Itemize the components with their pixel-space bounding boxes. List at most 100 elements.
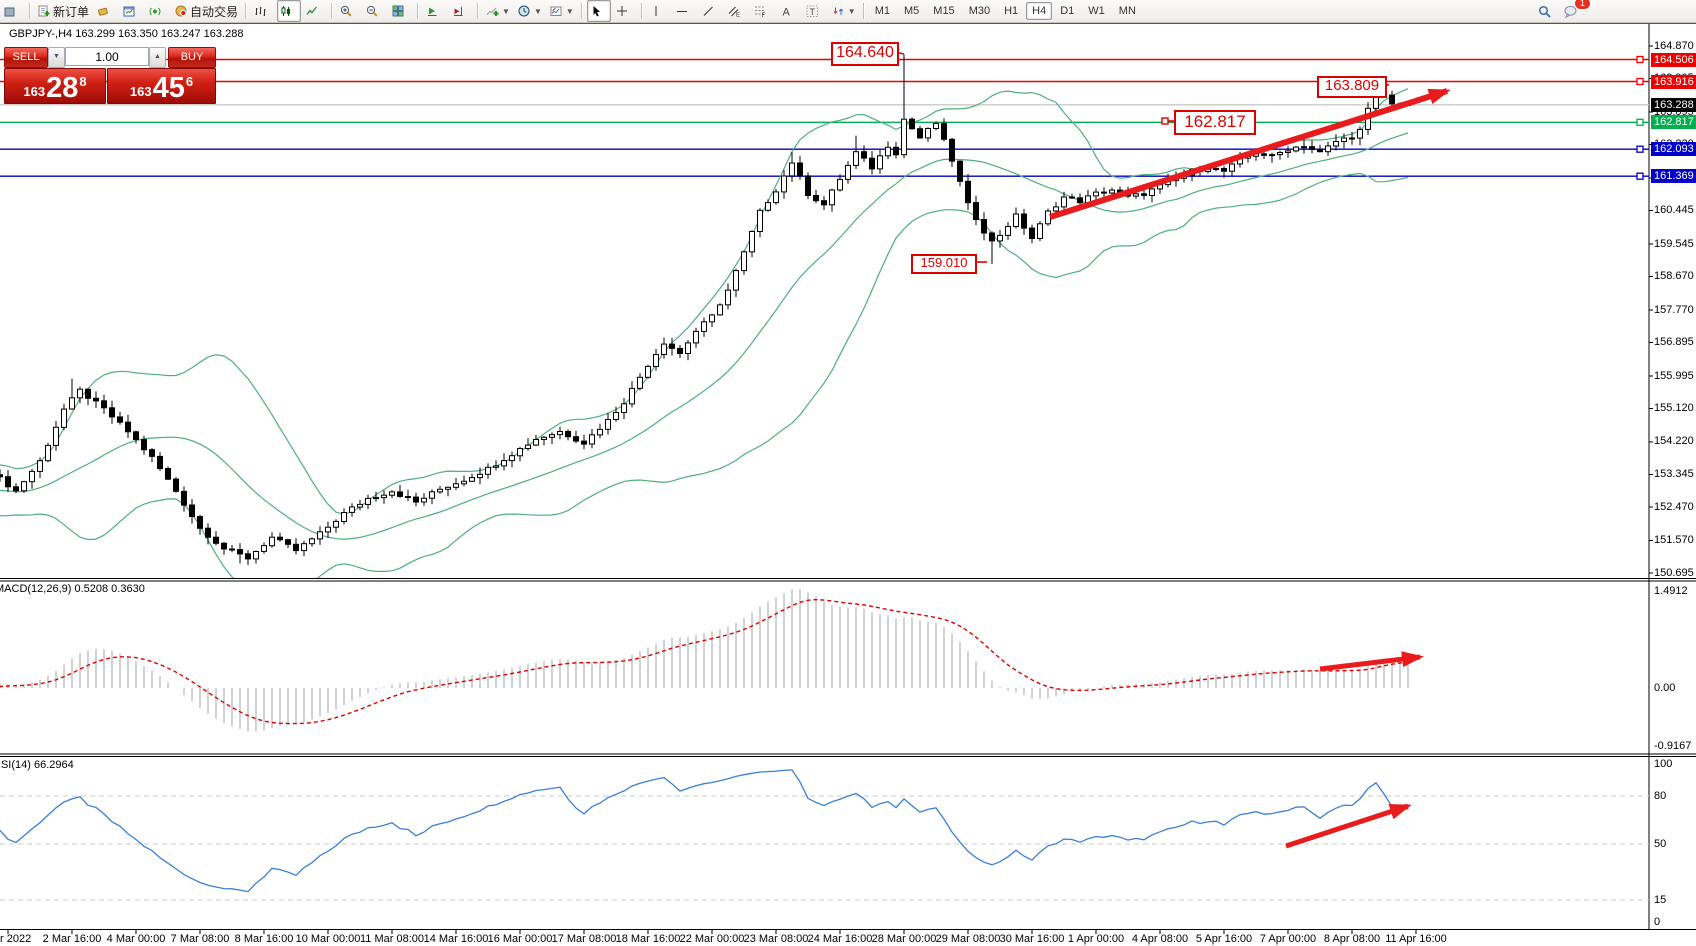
zoom-out-button[interactable] bbox=[363, 0, 387, 22]
time-axis-label: 16 Mar 00:00 bbox=[487, 933, 553, 945]
chart-window[interactable]: GBPJPY-,H4 163.299 163.350 163.247 163.2… bbox=[0, 23, 1696, 946]
svg-text:F: F bbox=[761, 13, 765, 18]
sell-button[interactable]: SELL bbox=[4, 47, 48, 68]
arrows-button[interactable]: ▼ bbox=[829, 0, 859, 22]
svg-text:E: E bbox=[736, 12, 740, 18]
new-order-button[interactable]: 新订单 bbox=[35, 0, 92, 22]
chevron-down-icon[interactable]: ▼ bbox=[502, 6, 510, 16]
time-axis-label: 7 Apr 00:00 bbox=[1259, 933, 1317, 945]
timeframe-h1-button[interactable]: H1 bbox=[1004, 5, 1019, 17]
rsi-scale-top: 100 bbox=[1654, 758, 1673, 770]
crosshair-button[interactable] bbox=[613, 0, 637, 22]
sell-price-button[interactable]: 163 28 8 bbox=[4, 68, 106, 104]
text-button[interactable]: A bbox=[777, 0, 801, 22]
chevron-down-icon[interactable]: ▼ bbox=[847, 6, 856, 16]
zoomin-icon bbox=[340, 5, 352, 17]
channel-button[interactable]: E bbox=[725, 0, 749, 22]
rsi-level-label: 15 bbox=[1654, 893, 1667, 906]
fibonacci-button[interactable]: F bbox=[751, 0, 775, 22]
price-level-badge: 164.506 bbox=[1651, 52, 1696, 67]
volume-up-button[interactable]: ▲ bbox=[149, 47, 166, 68]
timeframe-m30-button[interactable]: M30 bbox=[968, 5, 991, 17]
timeframe-m5-button[interactable]: M5 bbox=[904, 5, 920, 17]
buy-button[interactable]: BUY bbox=[168, 47, 216, 68]
periods-button[interactable]: ▼ bbox=[515, 0, 545, 22]
trendline-button[interactable] bbox=[699, 0, 723, 22]
toolbar-separator bbox=[417, 3, 420, 19]
candle-chart-button[interactable] bbox=[277, 0, 302, 22]
price-annotation[interactable]: 162.817 bbox=[1174, 110, 1256, 135]
autotrade-icon bbox=[175, 5, 187, 16]
line-chart-button[interactable] bbox=[303, 0, 327, 22]
charts-window-button[interactable] bbox=[120, 0, 144, 22]
chevron-down-icon[interactable]: ▼ bbox=[565, 6, 574, 16]
symbol-ohlc-info: GBPJPY-,H4 163.299 163.350 163.247 163.2… bbox=[9, 28, 244, 40]
arrows-icon bbox=[833, 7, 843, 15]
candles-icon bbox=[281, 5, 291, 16]
time-axis-label: 30 Mar 16:00 bbox=[999, 933, 1065, 945]
timeframe-d1-button[interactable]: D1 bbox=[1060, 5, 1075, 17]
macd-scale-top: 1.4912 bbox=[1654, 585, 1688, 597]
rsi-level-label: 80 bbox=[1654, 789, 1667, 802]
indicators-button[interactable]: ▼ bbox=[483, 0, 513, 22]
bar-chart-button[interactable] bbox=[251, 0, 275, 22]
timeframe-m15-button[interactable]: M15 bbox=[933, 5, 955, 17]
toolbar-overflow-icon[interactable] bbox=[1, 0, 25, 22]
volume-down-button[interactable]: ▼ bbox=[48, 47, 65, 68]
toolbar-separator bbox=[862, 3, 865, 19]
signal-button[interactable] bbox=[146, 0, 170, 22]
price-annotation[interactable]: 163.809 bbox=[1317, 76, 1387, 98]
zoomout-icon bbox=[366, 5, 378, 17]
time-axis-label: 17 Mar 08:00 bbox=[551, 933, 617, 945]
autoscroll-button[interactable] bbox=[423, 0, 447, 22]
price-axis-tick: 157.770 bbox=[1654, 303, 1694, 316]
tile-windows-button[interactable] bbox=[389, 0, 413, 22]
time-axis-label: 2 Mar 16:00 bbox=[42, 933, 102, 945]
price-annotation[interactable]: 159.010 bbox=[911, 254, 977, 274]
grid-part-icon bbox=[4, 7, 15, 16]
time-axis-label: 14 Mar 16:00 bbox=[423, 933, 489, 945]
rsi-indicator-label: RSI(14) 66.2964 bbox=[0, 759, 74, 771]
notifications-button[interactable]: 1 bbox=[1561, 0, 1591, 22]
time-axis-label: 22 Mar 00:00 bbox=[679, 933, 745, 945]
templates-button[interactable]: ▼ bbox=[547, 0, 577, 22]
time-axis-label: 4 Apr 08:00 bbox=[1131, 933, 1189, 945]
fibo-icon: F bbox=[754, 6, 765, 18]
chart-shift-button[interactable] bbox=[449, 0, 473, 22]
profile-button[interactable] bbox=[94, 0, 118, 22]
autotrade-button[interactable]: 自动交易 bbox=[172, 0, 241, 22]
toolbar-separator bbox=[580, 3, 583, 19]
chevron-down-icon[interactable]: ▼ bbox=[533, 6, 542, 16]
time-axis-label: 7 Mar 08:00 bbox=[170, 933, 230, 945]
time-axis-label: 24 Mar 16:00 bbox=[807, 933, 873, 945]
toolbar-separator bbox=[477, 3, 480, 19]
toolbar-separator bbox=[640, 3, 643, 19]
sell-price-big: 28 bbox=[46, 72, 79, 104]
price-axis-tick: 151.570 bbox=[1654, 534, 1694, 546]
time-axis-label: 10 Mar 00:00 bbox=[295, 933, 361, 945]
search-button[interactable] bbox=[1535, 0, 1559, 22]
svg-text:A: A bbox=[782, 6, 790, 18]
new-order-icon bbox=[38, 5, 50, 16]
price-axis-tick: 156.895 bbox=[1654, 336, 1694, 348]
buy-price-big: 45 bbox=[152, 72, 185, 104]
horizontal-line-button[interactable] bbox=[673, 0, 697, 22]
textT-icon: T bbox=[806, 5, 818, 17]
text-label-button[interactable]: T bbox=[803, 0, 827, 22]
timeframe-h4-button[interactable]: H4 bbox=[1026, 2, 1053, 20]
cursor-button[interactable] bbox=[586, 0, 611, 22]
buy-price-prefix: 163 bbox=[129, 84, 152, 99]
price-axis-tick: 154.220 bbox=[1654, 435, 1694, 448]
timeframe-w1-button[interactable]: W1 bbox=[1088, 5, 1105, 17]
timeframe-mn-button[interactable]: MN bbox=[1118, 5, 1136, 17]
time-axis-label: 11 Mar 08:00 bbox=[359, 933, 424, 945]
timeframe-m1-button[interactable]: M1 bbox=[874, 5, 890, 17]
toolbar-separator bbox=[331, 3, 334, 19]
volume-input[interactable] bbox=[65, 47, 149, 66]
price-annotation[interactable]: 164.640 bbox=[831, 42, 899, 66]
buy-price-button[interactable]: 163 45 6 bbox=[107, 68, 216, 104]
linechart-icon bbox=[306, 6, 318, 15]
zoom-in-button[interactable] bbox=[337, 0, 361, 22]
vertical-line-button[interactable] bbox=[647, 0, 671, 22]
